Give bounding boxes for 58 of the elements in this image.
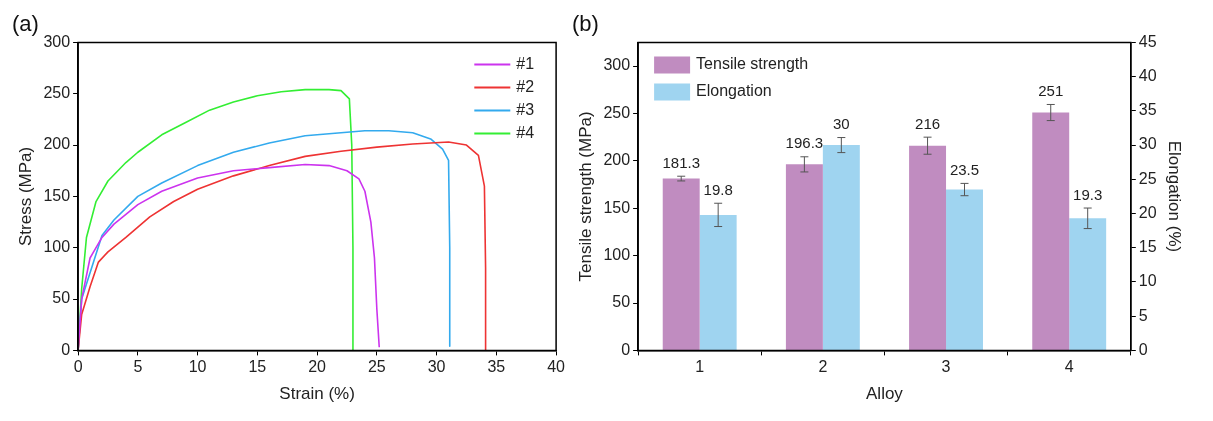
y-axis-title: Tensile strength (MPa) [575, 111, 595, 282]
y2-tick-label: 5 [1138, 306, 1148, 324]
y-tick-label: 100 [43, 238, 71, 256]
data-label: 19.3 [1073, 185, 1103, 203]
data-label: 30 [832, 115, 850, 133]
x-tick-label: 0 [73, 358, 83, 376]
y-tick-label: 300 [603, 56, 631, 74]
x-tick-label: 4 [1064, 358, 1074, 376]
y2-tick-label: 20 [1138, 203, 1157, 221]
y-tick-label: 50 [52, 289, 71, 307]
y2-tick-label: 15 [1138, 238, 1157, 256]
x-tick-label: 3 [941, 358, 951, 376]
data-label: 196.3 [785, 134, 824, 152]
y2-tick-label: 40 [1138, 67, 1157, 85]
y2-tick-label: 10 [1138, 272, 1157, 290]
y-tick-label: 150 [43, 186, 71, 204]
y-tick-label: 300 [43, 32, 71, 50]
y2-tick-label: 0 [1138, 340, 1148, 358]
data-label: 23.5 [949, 161, 980, 179]
x-tick-label: 2 [818, 358, 828, 376]
y2-tick-label: 25 [1138, 169, 1157, 187]
legend-label: #3 [516, 100, 535, 118]
y-axis-title: Stress (MPa) [15, 146, 35, 246]
chart-title: (a) [12, 11, 39, 37]
y-tick-label: 0 [621, 340, 631, 358]
y-tick-label: 200 [603, 151, 631, 169]
chart-title: (b) [572, 11, 599, 37]
x-tick-label: 5 [133, 358, 143, 376]
y-tick-label: 150 [603, 198, 631, 216]
x-tick-label: 10 [188, 358, 207, 376]
data-label: 181.3 [662, 153, 700, 171]
legend-label: Elongation [696, 81, 772, 99]
x-tick-label: 30 [427, 358, 446, 376]
x-axis-title: Alloy [866, 384, 904, 404]
x-tick-label: 20 [308, 358, 327, 376]
x-tick-label: 40 [547, 358, 566, 376]
data-label: 19.8 [703, 180, 733, 198]
y-tick-label: 250 [603, 103, 631, 121]
legend-label: #2 [516, 77, 535, 95]
y2-tick-label: 30 [1138, 135, 1157, 153]
y-tick-label: 100 [603, 246, 631, 264]
legend-label: #4 [516, 123, 535, 141]
y-tick-label: 200 [43, 135, 71, 153]
y2-tick-label: 45 [1138, 32, 1157, 50]
y2-axis-title: Elongation (%) [1165, 140, 1185, 253]
x-axis-title: Strain (%) [279, 384, 355, 404]
x-tick-label: 35 [487, 358, 506, 376]
x-tick-label: 15 [248, 358, 267, 376]
y-tick-label: 0 [61, 340, 71, 358]
legend-label: Tensile strength [696, 54, 809, 72]
y2-tick-label: 35 [1138, 101, 1157, 119]
x-tick-label: 1 [695, 358, 705, 376]
legend-label: #1 [516, 54, 535, 72]
data-label: 251 [1038, 82, 1064, 100]
y-tick-label: 50 [612, 293, 631, 311]
data-label: 216 [915, 114, 941, 132]
x-tick-label: 25 [367, 358, 386, 376]
y-tick-label: 250 [43, 84, 71, 102]
